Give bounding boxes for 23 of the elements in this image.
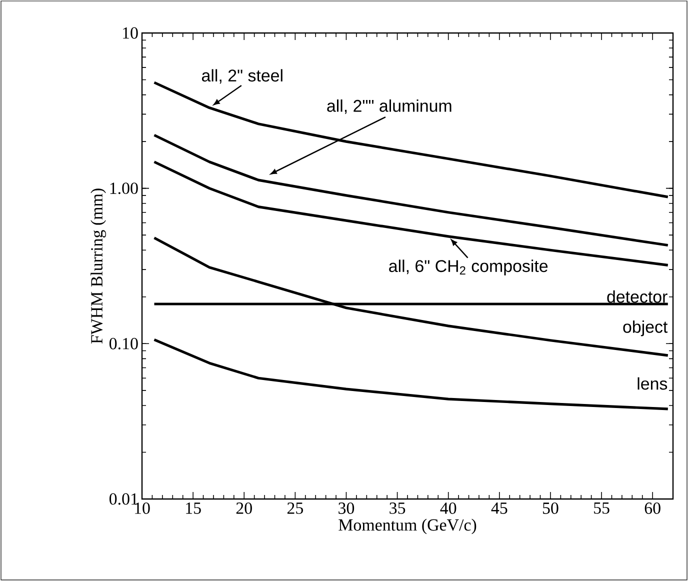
text: all, 2"" aluminum (327, 99, 452, 114)
x-tick-label: 60 (644, 502, 660, 514)
x-tick-label: 25 (287, 502, 303, 514)
x-tick-label: 15 (186, 502, 201, 514)
x-tick-label: 35 (390, 502, 406, 514)
x-tick-label: 20 (236, 502, 252, 514)
y-tick-label: 1.00 (110, 182, 138, 194)
x-tick-label: 50 (542, 502, 558, 514)
x-tick-label: 30 (338, 502, 354, 514)
legend-label: lens (638, 377, 668, 390)
x-axis-title: Momentum (GeV/c) (338, 518, 476, 534)
series-label: object (623, 320, 668, 336)
series-label: all, 2" steel (202, 69, 282, 84)
y-tick-label: 0.01 (109, 493, 138, 505)
x-tick-label: 55 (594, 502, 610, 514)
x-tick-label: 40 (440, 502, 456, 514)
y-axis-title: FWHM Blurring (mm) (90, 188, 106, 344)
x-tick-label: 45 (491, 502, 508, 514)
x-tick-label: 10 (135, 502, 150, 514)
legend-label: all, 6" CH$_{2}$ composite (389, 260, 548, 276)
legend-label: detector (607, 290, 668, 303)
y-tick-label: 0.10 (109, 338, 138, 350)
y-tick-label: 10 (123, 27, 138, 39)
